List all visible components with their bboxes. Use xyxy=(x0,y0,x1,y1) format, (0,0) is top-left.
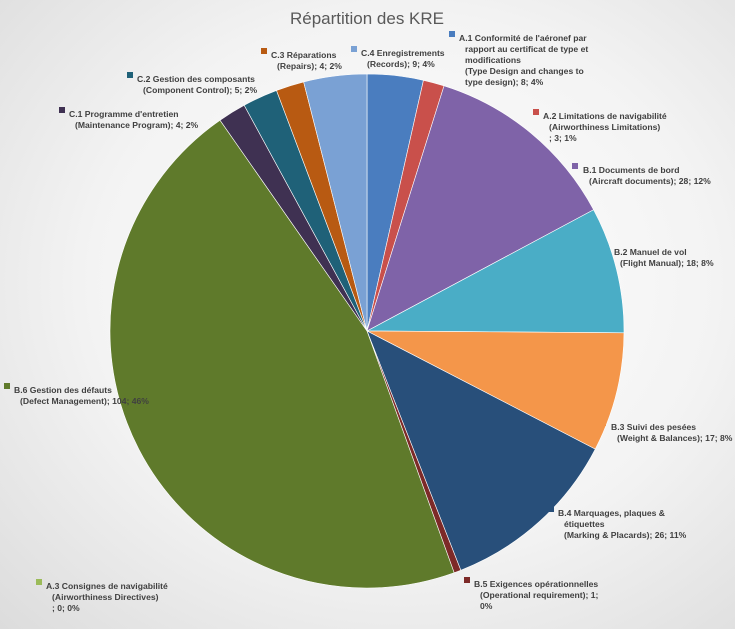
slice-b-4-label-line: étiquettes xyxy=(564,519,605,529)
slice-b-2 xyxy=(366,209,625,334)
slice-a-3-label: A.3 Consignes de navigabilité (Airworthin… xyxy=(46,581,168,613)
slice-a-1-label-line: modifications xyxy=(465,55,521,65)
slice-c-3-label-line: (Repairs); 4; 2% xyxy=(277,61,342,71)
pie-labels: A.1 Conformité de l'aéronef par rapport a… xyxy=(4,31,733,613)
slice-a-2-label: A.2 Limitations de navigabilité (Airworth… xyxy=(543,111,667,143)
slice-c-3-label-marker xyxy=(261,48,267,54)
slice-b-2-label-line: (Flight Manual); 18; 8% xyxy=(620,258,714,268)
slice-b-4-label-line: B.4 Marquages, plaques & xyxy=(558,508,665,518)
slice-b-4-label-line: (Marking & Placards); 26; 11% xyxy=(564,530,687,540)
slice-c-2-label-marker xyxy=(127,72,133,78)
slice-a-3-label-marker xyxy=(36,579,42,585)
slice-b-3-label-marker xyxy=(600,420,606,426)
slice-a-3-label-line: A.3 Consignes de navigabilité xyxy=(46,581,168,591)
slice-b-1-label-line: (Aircraft documents); 28; 12% xyxy=(589,176,711,186)
slice-b-6-label-line: (Defect Management); 104; 46% xyxy=(20,396,149,406)
slice-c-1-label: C.1 Programme d'entretien (Maintenance Pr… xyxy=(69,109,199,130)
slice-b-4 xyxy=(366,330,596,571)
slice-a-2-label-marker xyxy=(533,109,539,115)
slice-b-1-label-marker xyxy=(572,163,578,169)
slice-a-3-label-line: ; 0; 0% xyxy=(52,603,80,613)
slice-b-3-label-line: (Weight & Balances); 17; 8% xyxy=(617,433,733,443)
slice-c-2-label-line: (Component Control); 5; 2% xyxy=(143,85,257,95)
slice-b-1 xyxy=(366,85,595,332)
slice-c-2-label-line: C.2 Gestion des composants xyxy=(137,74,255,84)
slice-b-3-label: B.3 Suivi des pesées (Weight & Balances);… xyxy=(611,422,733,443)
slice-a-1-label-line: type design); 8; 4% xyxy=(465,77,544,87)
slice-b-2-label-marker xyxy=(603,245,609,251)
slice-c-4-label-line: (Records); 9; 4% xyxy=(367,59,435,69)
slice-a-1-label-line: rapport au certificat de type et xyxy=(465,44,588,54)
slice-b-1-label-line: B.1 Documents de bord xyxy=(583,165,679,175)
slice-a-2-label-line: A.2 Limitations de navigabilité xyxy=(543,111,667,121)
slice-c-3-label: C.3 Réparations (Repairs); 4; 2% xyxy=(271,50,342,71)
slice-b-1-label: B.1 Documents de bord (Aircraft documents… xyxy=(583,165,711,186)
slice-a-1-label-line: (Type Design and changes to xyxy=(465,66,584,76)
slice-b-2-label-line: B.2 Manuel de vol xyxy=(614,247,687,257)
slice-c-4-label-marker xyxy=(351,46,357,52)
pie-slices xyxy=(109,73,625,589)
slice-b-3-label-line: B.3 Suivi des pesées xyxy=(611,422,696,432)
slice-b-6-label-marker xyxy=(4,383,10,389)
slice-b-5-label-line: B.5 Exigences opérationnelles xyxy=(474,579,598,589)
slice-a-3-label-line: (Airworthiness Directives) xyxy=(52,592,159,602)
slice-a-2-label-line: (Airworthiness Limitations) xyxy=(549,122,660,132)
chart-title: Répartition des KRE xyxy=(290,9,444,28)
slice-b-5-label: B.5 Exigences opérationnelles (Operationa… xyxy=(474,579,599,611)
slice-b-5-label-line: 0% xyxy=(480,601,493,611)
slice-c-4 xyxy=(303,73,368,332)
slice-c-1-label-line: (Maintenance Program); 4; 2% xyxy=(75,120,199,130)
slice-c-3-label-line: C.3 Réparations xyxy=(271,50,337,60)
slice-b-4-label-marker xyxy=(548,506,554,512)
slice-b-5-label-marker xyxy=(464,577,470,583)
slice-b-6-label: B.6 Gestion des défauts (Defect Managemen… xyxy=(14,385,149,406)
slice-a-1-label: A.1 Conformité de l'aéronef par rapport a… xyxy=(459,33,588,87)
slice-b-3 xyxy=(366,330,625,450)
slice-c-4-label: C.4 Enregistrements (Records); 9; 4% xyxy=(361,48,445,69)
slice-a-2-label-line: ; 3; 1% xyxy=(549,133,577,143)
slice-c-1-label-marker xyxy=(59,107,65,113)
slice-b-2-label: B.2 Manuel de vol (Flight Manual); 18; 8% xyxy=(614,247,714,268)
slice-a-1-label-line: A.1 Conformité de l'aéronef par xyxy=(459,33,587,43)
slice-b-4-label: B.4 Marquages, plaques & étiquettes (Marki… xyxy=(558,508,687,540)
slice-b-5-label-line: (Operational requirement); 1; xyxy=(480,590,599,600)
slice-a-1-label-marker xyxy=(449,31,455,37)
slice-c-4-label-line: C.4 Enregistrements xyxy=(361,48,445,58)
slice-b-6-label-line: B.6 Gestion des défauts xyxy=(14,385,112,395)
slice-c-1-label-line: C.1 Programme d'entretien xyxy=(69,109,179,119)
slice-b-6 xyxy=(109,119,455,589)
slice-c-2-label: C.2 Gestion des composants (Component Con… xyxy=(137,74,257,95)
